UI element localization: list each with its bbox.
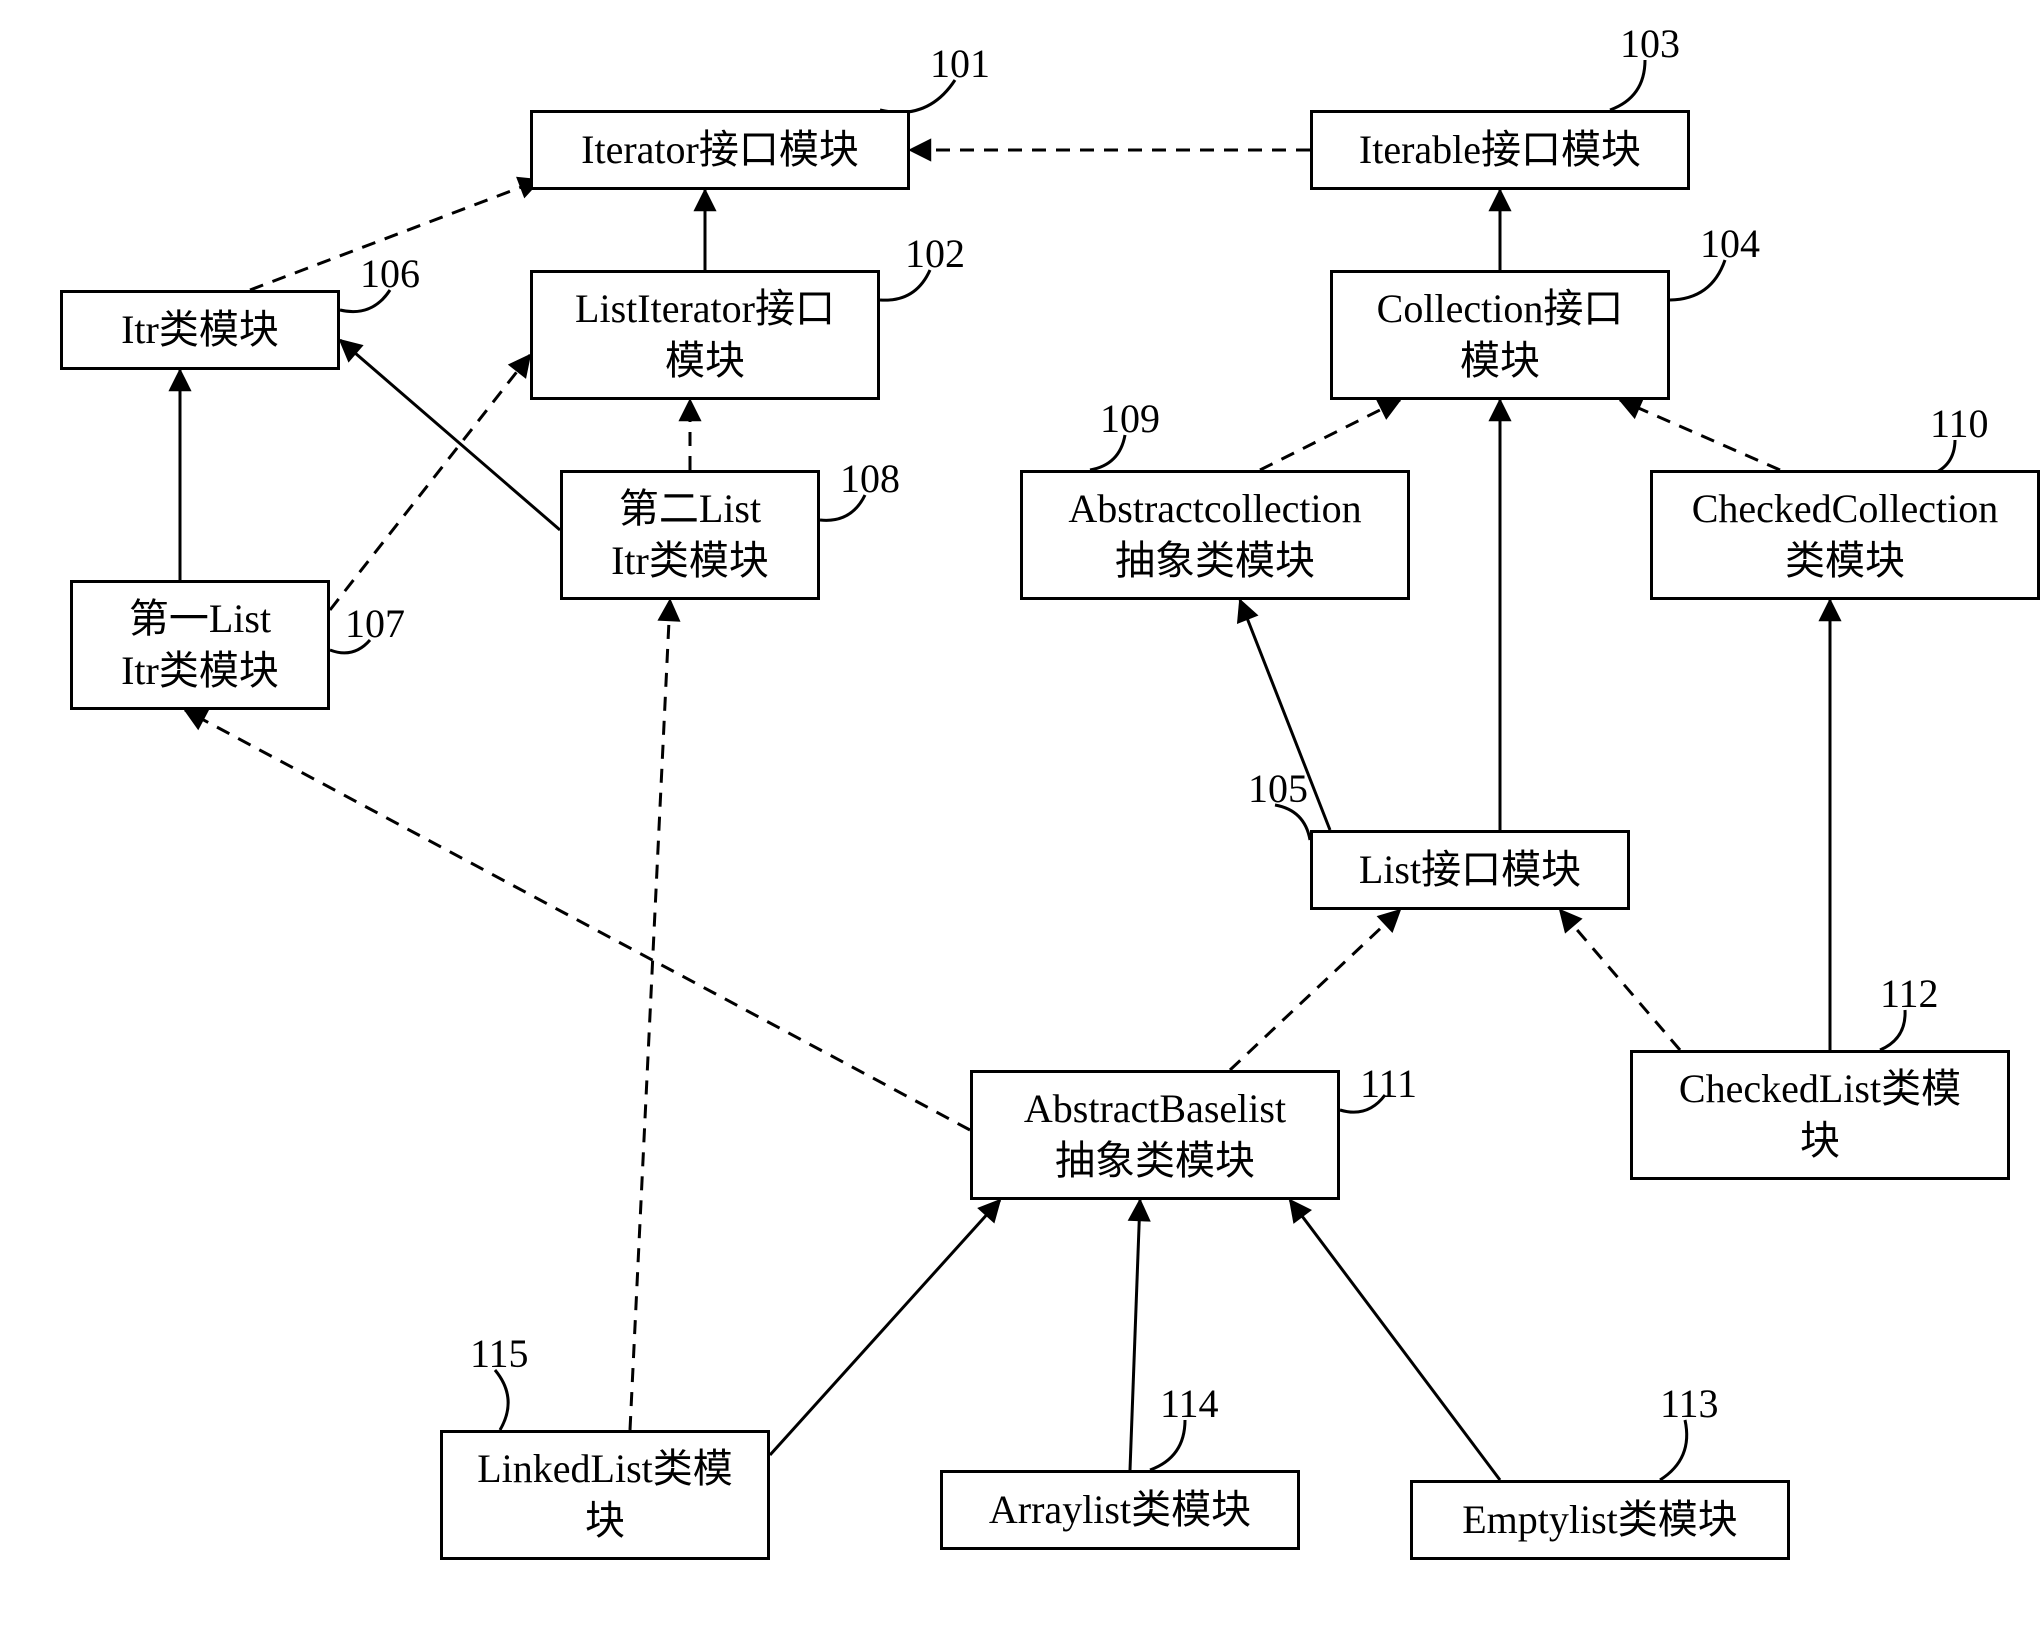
node-113: Emptylist类模块 [1410,1480,1790,1560]
label-106: 106 [360,250,420,297]
label-114: 114 [1160,1380,1219,1427]
node-110: CheckedCollection 类模块 [1650,470,2040,600]
label-112: 112 [1880,970,1939,1017]
label-105: 105 [1248,765,1308,812]
lead-line-115 [495,1370,508,1430]
label-103: 103 [1620,20,1680,67]
node-107: 第一List Itr类模块 [70,580,330,710]
node-114: Arraylist类模块 [940,1470,1300,1550]
node-102: ListIterator接口 模块 [530,270,880,400]
node-115: LinkedList类模 块 [440,1430,770,1560]
node-112: CheckedList类模 块 [1630,1050,2010,1180]
class-diagram: Iterator接口模块 Iterable接口模块 Itr类模块 ListIterat… [0,0,2044,1632]
node-105: List接口模块 [1310,830,1630,910]
node-101: Iterator接口模块 [530,110,910,190]
label-111: 111 [1360,1060,1417,1107]
edge-n107-to-n102 [330,355,530,610]
label-104: 104 [1700,220,1760,267]
label-109: 109 [1100,395,1160,442]
edge-n111-to-n105 [1230,910,1400,1070]
edge-n115-to-n108 [630,600,670,1430]
label-108: 108 [840,455,900,502]
node-111: AbstractBaselist 抽象类模块 [970,1070,1340,1200]
label-101: 101 [930,40,990,87]
node-108: 第二List Itr类模块 [560,470,820,600]
edge-n113-to-n111 [1290,1200,1500,1480]
lead-line-114 [1150,1420,1185,1470]
label-110: 110 [1930,400,1989,447]
edge-n112-to-n105 [1560,910,1680,1050]
label-102: 102 [905,230,965,277]
edge-n115-to-n111 [770,1200,1000,1455]
label-115: 115 [470,1330,529,1377]
edge-n108-to-n106 [340,340,560,530]
node-104: Collection接口 模块 [1330,270,1670,400]
node-109: Abstractcollection 抽象类模块 [1020,470,1410,600]
node-103: Iterable接口模块 [1310,110,1690,190]
edge-n111-to-n107 [185,710,970,1130]
edge-n114-to-n111 [1130,1200,1140,1470]
lead-line-113 [1660,1420,1687,1480]
edge-n110-to-n104 [1620,400,1780,470]
lead-line-103 [1610,60,1645,110]
edge-n109-to-n104 [1260,400,1400,470]
label-107: 107 [345,600,405,647]
label-113: 113 [1660,1380,1719,1427]
node-106: Itr类模块 [60,290,340,370]
